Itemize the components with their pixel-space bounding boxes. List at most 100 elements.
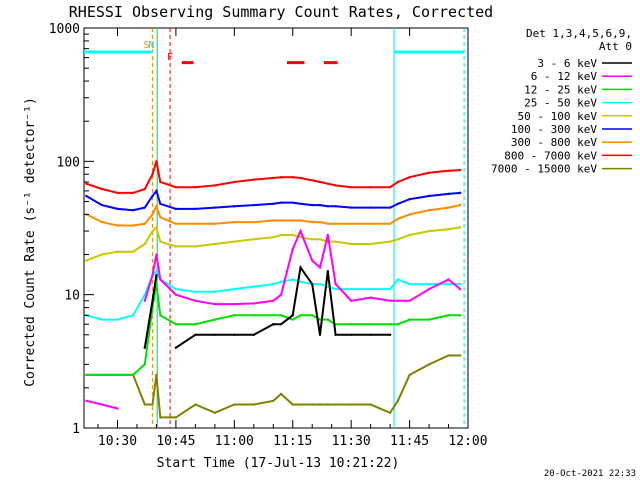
data-point-12_25keV-1 [100, 373, 104, 377]
data-point-7000_15000keV-10 [213, 411, 217, 415]
data-point-25_50keV-19 [326, 285, 329, 288]
data-point-12_25keV-24 [396, 323, 400, 326]
data-point-100_300keV-26 [427, 194, 431, 198]
x-tick-label-1: 10:45 [156, 434, 195, 449]
data-point-25_50keV-2 [116, 318, 119, 321]
data-point-100_300keV-11 [233, 205, 236, 208]
series-line-7000_15000keV-0 [86, 354, 461, 419]
data-point-800_7000keV-8 [174, 185, 178, 189]
data-point-3_6keV-6 [155, 273, 158, 277]
y-tick-label-2: 100 [57, 155, 80, 170]
y-axis-ticks: 1 10 100 1000 [49, 22, 94, 437]
data-point-800_7000keV-12 [252, 178, 256, 181]
data-point-50_100keV-20 [334, 240, 337, 243]
data-point-100_300keV-12 [252, 203, 256, 207]
y-tick-label-1: 10 [64, 289, 80, 304]
data-point-25_50keV-26 [427, 282, 431, 286]
data-point-6_12keV-17 [311, 259, 314, 262]
data-point-6_12keV-21 [349, 299, 353, 302]
data-point-300_800keV-26 [427, 209, 431, 212]
data-point-12_25keV-10 [213, 318, 217, 321]
data-point-100_300keV-1 [100, 203, 104, 207]
data-point-6_12keV-5 [151, 273, 154, 277]
data-point-12_25keV-27 [447, 314, 450, 317]
data-point-12_25keV-15 [291, 318, 294, 321]
data-point-3_6keV-19 [326, 269, 329, 273]
data-point-12_25keV-23 [388, 323, 392, 326]
data-point-800_7000keV-6 [155, 160, 158, 163]
data-point-100_300keV-5 [151, 194, 154, 198]
series-line-3_6keV-1 [175, 264, 391, 349]
data-point-25_50keV-27 [447, 282, 450, 286]
data-point-100_300keV-13 [272, 202, 275, 206]
data-point-7000_15000keV-14 [279, 392, 283, 396]
data-point-100_300keV-21 [349, 206, 353, 209]
data-point-800_7000keV-24 [396, 180, 400, 184]
data-point-50_100keV-1 [100, 253, 104, 256]
data-point-25_50keV-6 [155, 269, 158, 273]
data-point-3_6keV-11 [233, 333, 236, 337]
data-point-6_12keV-12 [252, 302, 256, 305]
data-point-6_12keV-19 [326, 233, 329, 237]
data-point-300_800keV-6 [155, 205, 158, 208]
data-point-300_800keV-21 [349, 222, 353, 226]
y-tick-label-3: 1000 [49, 22, 80, 37]
data-point-6_12keV-25 [408, 299, 411, 302]
data-point-3_6keV-10 [213, 333, 217, 337]
data-point-25_50keV-11 [233, 287, 236, 291]
data-point-100_300keV-18 [318, 203, 322, 207]
data-point-300_800keV-4 [143, 222, 146, 226]
data-point-6_12keV-22 [369, 296, 372, 299]
data-point-300_800keV-1 [100, 220, 104, 224]
data-point-800_7000keV-10 [213, 184, 217, 187]
data-point-25_50keV-25 [408, 282, 411, 286]
data-point-100_300keV-9 [194, 207, 197, 211]
x-tick-label-2: 11:00 [215, 434, 254, 449]
data-point-50_100keV-24 [396, 238, 400, 241]
data-point-6_12keV-27 [447, 278, 450, 281]
data-point-300_800keV-28 [459, 203, 462, 207]
data-point-300_800keV-24 [396, 217, 400, 221]
data-point-100_300keV-25 [408, 197, 411, 201]
data-point-3_6keV-5 [151, 299, 154, 302]
data-point-6_12keV-8 [174, 293, 178, 296]
x-tick-label-3: 11:15 [273, 434, 312, 449]
data-point-300_800keV-9 [194, 222, 197, 226]
data-point-50_100keV-11 [233, 240, 236, 243]
x-tick-label-5: 11:45 [390, 434, 429, 449]
data-point-3_6keV-17 [311, 282, 314, 286]
data-point-100_300keV-22 [369, 206, 372, 209]
data-point-800_7000keV-7 [159, 180, 162, 184]
data-point-300_800keV-10 [213, 222, 217, 226]
data-point-12_25keV-25 [408, 318, 411, 321]
data-point-25_50keV-9 [194, 290, 197, 294]
data-point-12_25keV-9 [194, 323, 197, 326]
data-point-50_100keV-7 [159, 240, 162, 243]
data-point-12_25keV-26 [427, 318, 431, 321]
data-point-100_300keV-16 [299, 202, 302, 206]
data-point-7000_15000keV-27 [447, 354, 450, 357]
legend-label-6: 300 - 800 keV [511, 136, 597, 149]
data-point-12_25keV-17 [311, 314, 314, 317]
data-point-300_800keV-7 [159, 216, 162, 219]
data-point-12_25keV-0 [85, 373, 88, 377]
data-point-50_100keV-26 [427, 229, 431, 233]
data-point-25_50keV-15 [291, 278, 294, 281]
data-point-50_100keV-27 [447, 227, 450, 231]
data-point-6_12keV-15 [291, 247, 294, 251]
data-point-100_300keV-20 [334, 205, 337, 208]
data-point-300_800keV-20 [334, 222, 337, 226]
data-point-50_100keV-14 [279, 233, 283, 237]
x-axis-ticks: 10:30 10:45 11:00 11:15 11:30 11:45 12:00 [97, 28, 488, 449]
data-point-300_800keV-23 [388, 222, 392, 226]
data-point-300_800keV-8 [174, 222, 178, 226]
legend-label-4: 50 - 100 keV [518, 110, 598, 123]
data-point-25_50keV-16 [299, 280, 302, 283]
data-point-800_7000keV-2 [116, 191, 119, 195]
data-point-6_12keV-26 [427, 287, 431, 291]
data-point-100_300keV-0 [85, 194, 88, 198]
data-point-50_100keV-0 [85, 259, 88, 262]
data-point-7000_15000keV-23 [388, 411, 392, 415]
data-point-7000_15000keV-12 [252, 403, 256, 406]
